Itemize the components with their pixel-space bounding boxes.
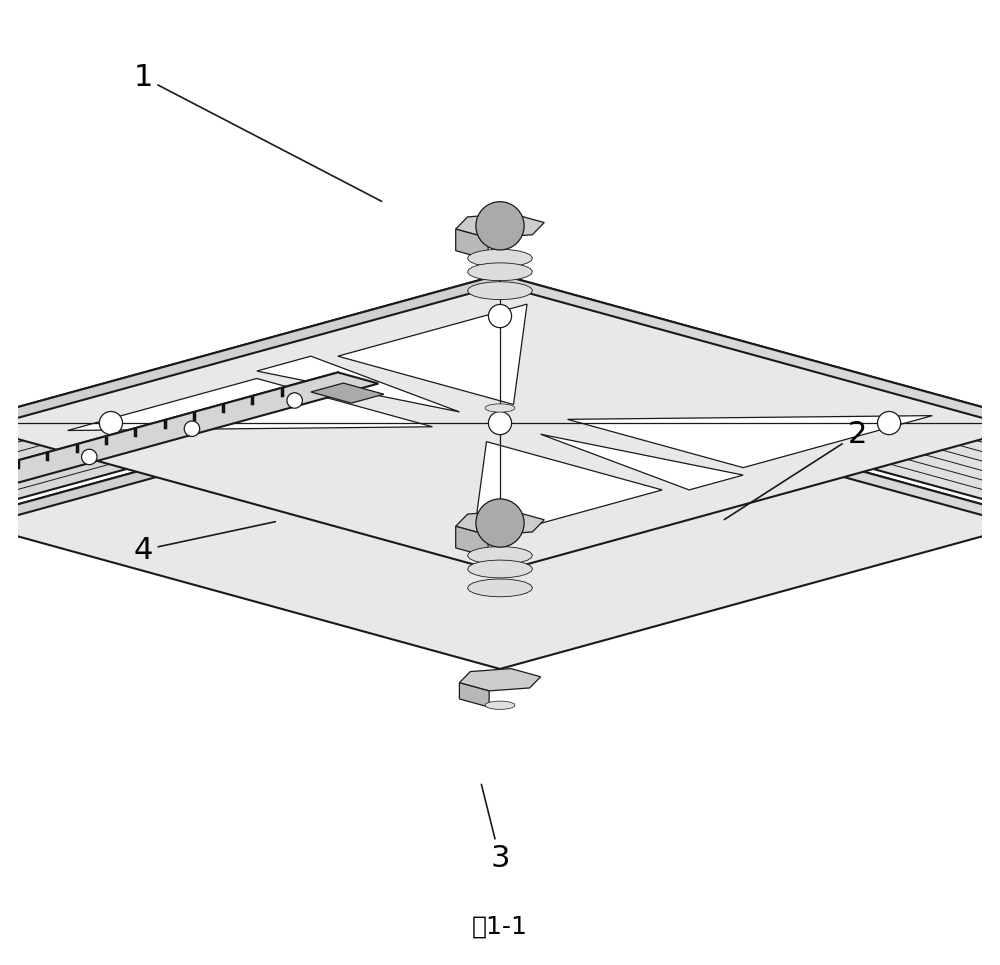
Polygon shape: [459, 372, 541, 394]
Polygon shape: [468, 560, 532, 578]
Polygon shape: [568, 416, 932, 468]
Polygon shape: [459, 386, 489, 410]
Polygon shape: [996, 377, 1000, 408]
Circle shape: [488, 411, 512, 434]
Polygon shape: [459, 669, 541, 691]
Polygon shape: [456, 229, 488, 260]
Text: 3: 3: [481, 785, 510, 873]
Polygon shape: [473, 442, 662, 542]
Circle shape: [878, 411, 901, 434]
Polygon shape: [996, 362, 1000, 387]
Polygon shape: [0, 372, 500, 531]
Polygon shape: [0, 372, 338, 506]
Polygon shape: [0, 290, 500, 515]
Polygon shape: [0, 362, 4, 387]
Circle shape: [287, 393, 302, 408]
Polygon shape: [468, 262, 532, 281]
Circle shape: [476, 202, 524, 250]
Circle shape: [488, 518, 512, 541]
Polygon shape: [468, 282, 532, 299]
Polygon shape: [468, 546, 532, 565]
Polygon shape: [456, 510, 544, 536]
Text: 4: 4: [133, 522, 275, 565]
Polygon shape: [500, 290, 1000, 515]
Circle shape: [184, 421, 200, 436]
Circle shape: [99, 411, 122, 434]
Polygon shape: [338, 304, 527, 404]
Polygon shape: [311, 383, 384, 403]
Circle shape: [488, 305, 512, 328]
Polygon shape: [485, 404, 515, 412]
Text: 图1-1: 图1-1: [472, 915, 528, 938]
Polygon shape: [541, 434, 743, 490]
Circle shape: [476, 499, 524, 547]
Circle shape: [82, 450, 97, 465]
Polygon shape: [0, 274, 1000, 571]
Polygon shape: [468, 579, 532, 596]
Polygon shape: [500, 372, 1000, 531]
Polygon shape: [459, 683, 489, 707]
Text: 1: 1: [133, 63, 382, 202]
Polygon shape: [0, 372, 378, 495]
Polygon shape: [456, 526, 488, 557]
Polygon shape: [0, 274, 500, 434]
Text: 2: 2: [724, 420, 867, 519]
Polygon shape: [456, 213, 544, 238]
Polygon shape: [68, 378, 432, 430]
Polygon shape: [468, 249, 532, 267]
Polygon shape: [257, 356, 459, 412]
Polygon shape: [500, 274, 1000, 434]
Polygon shape: [0, 372, 1000, 669]
Polygon shape: [485, 702, 515, 709]
